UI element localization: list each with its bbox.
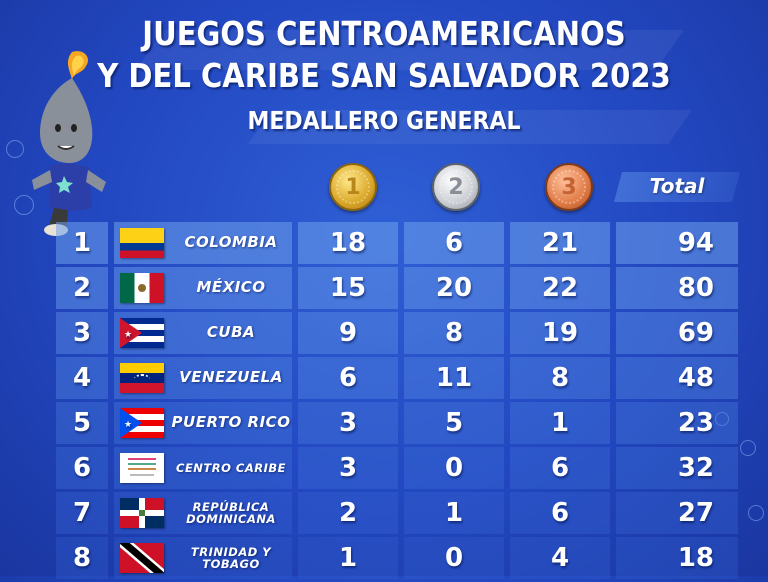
country-cell: ★ CUBA: [114, 312, 292, 354]
medal-table: 1 COLOMBIA 18 6 21 94 2 MÉXICO 15 20 22 …: [56, 222, 738, 582]
gold-count: 2: [298, 492, 398, 534]
rank: 3: [56, 312, 108, 354]
country-name: COLOMBIA: [184, 233, 278, 252]
rank: 4: [56, 357, 108, 399]
silver-medal-number: 2: [448, 174, 464, 200]
country-cell: COLOMBIA: [114, 222, 292, 264]
silver-count: 11: [404, 357, 504, 399]
gold-count: 15: [298, 267, 398, 309]
trinidad-tobago-flag-icon: [120, 543, 164, 573]
bronze-count: 19: [510, 312, 610, 354]
title-line-2: Y DEL CARIBE SAN SALVADOR 2023: [97, 56, 671, 95]
table-row: 5 ★ PUERTO RICO 3 5 1 23: [56, 402, 738, 444]
silver-count: 6: [404, 222, 504, 264]
puerto-rico-flag-icon: ★: [120, 408, 164, 438]
silver-count: 1: [404, 492, 504, 534]
dominican-republic-flag-icon: [120, 498, 164, 528]
total-count: 48: [616, 357, 738, 399]
gold-count: 6: [298, 357, 398, 399]
centro-caribe-logo-icon: [120, 453, 164, 483]
country-name: MÉXICO: [196, 278, 266, 297]
decorative-bubble: [14, 195, 34, 215]
total-count: 94: [616, 222, 738, 264]
bronze-count: 1: [510, 402, 610, 444]
decorative-bubble: [740, 440, 756, 456]
table-row: 1 COLOMBIA 18 6 21 94: [56, 222, 738, 264]
country-name: PUERTO RICO: [171, 413, 291, 432]
total-count: 18: [616, 537, 738, 579]
gold-count: 18: [298, 222, 398, 264]
silver-medal-icon: 2: [432, 163, 480, 211]
cuba-flag-icon: ★: [120, 318, 164, 348]
country-cell: REPÚBLICA DOMINICANA: [114, 492, 292, 534]
total-count: 69: [616, 312, 738, 354]
gold-count: 3: [298, 447, 398, 489]
table-row: 4 VENEZUELA 6 11 8 48: [56, 357, 738, 399]
country-cell: MÉXICO: [114, 267, 292, 309]
bronze-count: 6: [510, 492, 610, 534]
gold-count: 3: [298, 402, 398, 444]
svg-text:★: ★: [124, 420, 132, 430]
bronze-count: 21: [510, 222, 610, 264]
colombia-flag-icon: [120, 228, 164, 258]
bronze-medal-number: 3: [561, 174, 577, 200]
mascot-icon: [32, 51, 106, 236]
silver-count: 0: [404, 447, 504, 489]
gold-count: 9: [298, 312, 398, 354]
gold-medal-icon: 1: [329, 163, 377, 211]
country-cell: ★ PUERTO RICO: [114, 402, 292, 444]
country-cell: VENEZUELA: [114, 357, 292, 399]
rank: 2: [56, 267, 108, 309]
table-row: 7 REPÚBLICA DOMINICANA 2 1 6 27: [56, 492, 738, 534]
total-count: 23: [616, 402, 738, 444]
country-cell: CENTRO CARIBE: [114, 447, 292, 489]
bronze-count: 22: [510, 267, 610, 309]
country-name: CUBA: [206, 323, 256, 342]
country-name: REPÚBLICA DOMINICANA: [186, 499, 276, 526]
decorative-bubble: [748, 505, 764, 521]
total-count: 27: [616, 492, 738, 534]
subtitle: MEDALLERO GENERAL: [247, 106, 521, 135]
total-count: 32: [616, 447, 738, 489]
country-cell: TRINIDAD Y TOBAGO: [114, 537, 292, 579]
mexico-flag-icon: [120, 273, 164, 303]
silver-count: 20: [404, 267, 504, 309]
total-count: 80: [616, 267, 738, 309]
title-line-1: JUEGOS CENTROAMERICANOS: [142, 14, 626, 53]
bronze-count: 6: [510, 447, 610, 489]
rank: 6: [56, 447, 108, 489]
country-name: VENEZUELA: [179, 368, 283, 387]
total-column-header: Total: [649, 174, 705, 198]
table-row: 2 MÉXICO 15 20 22 80: [56, 267, 738, 309]
venezuela-flag-icon: [120, 363, 164, 393]
country-name: TRINIDAD Y TOBAGO: [190, 544, 272, 571]
country-name: CENTRO CARIBE: [176, 460, 286, 475]
svg-text:★: ★: [124, 330, 132, 340]
table-row: 3 ★ CUBA 9 8 19 69: [56, 312, 738, 354]
silver-count: 0: [404, 537, 504, 579]
gold-count: 1: [298, 537, 398, 579]
table-row: 8 TRINIDAD Y TOBAGO 1 0 4 18: [56, 537, 738, 579]
bronze-count: 4: [510, 537, 610, 579]
rank: 8: [56, 537, 108, 579]
silver-count: 5: [404, 402, 504, 444]
rank: 5: [56, 402, 108, 444]
bronze-count: 8: [510, 357, 610, 399]
bronze-medal-icon: 3: [545, 163, 593, 211]
rank: 7: [56, 492, 108, 534]
table-row: 6 CENTRO CARIBE 3 0 6 32: [56, 447, 738, 489]
decorative-bubble: [715, 412, 729, 426]
decorative-bubble: [6, 140, 24, 158]
gold-medal-number: 1: [345, 174, 361, 200]
rank: 1: [56, 222, 108, 264]
silver-count: 8: [404, 312, 504, 354]
